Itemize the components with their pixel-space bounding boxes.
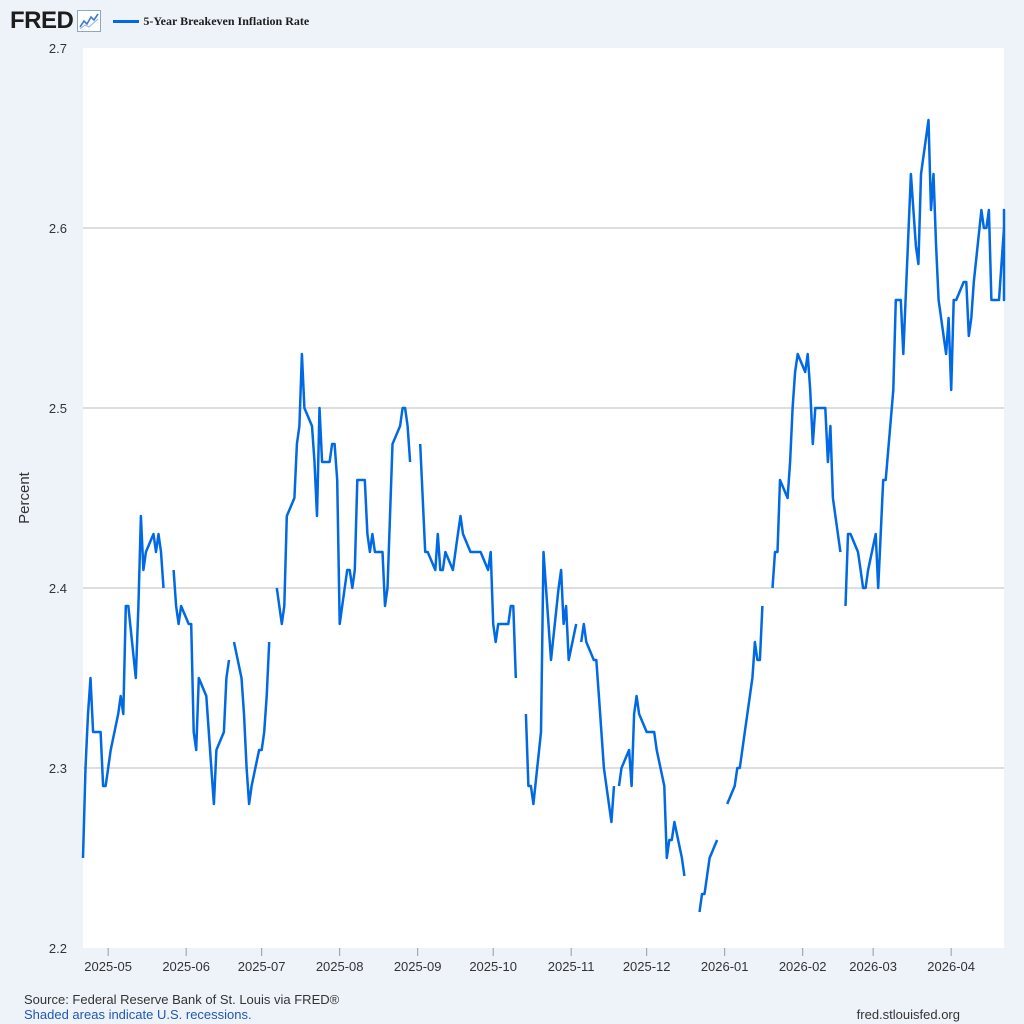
x-tick-label: 2026-04 bbox=[927, 959, 975, 974]
x-tick-label: 2025-05 bbox=[84, 959, 132, 974]
x-axis-ticks: 2025-05 2025-06 2025-07 2025-08 2025-09 2025-… bbox=[84, 948, 975, 974]
x-tick-label: 2025-09 bbox=[394, 959, 442, 974]
y-tick-label: 2.3 bbox=[49, 761, 67, 776]
series-segment bbox=[617, 694, 686, 877]
x-tick-label: 2026-01 bbox=[701, 959, 749, 974]
x-tick-label: 2025-06 bbox=[162, 959, 210, 974]
series-segment bbox=[579, 622, 616, 824]
y-tick-label: 2.2 bbox=[49, 941, 67, 956]
x-tick-label: 2026-02 bbox=[779, 959, 827, 974]
x-tick-label: 2025-07 bbox=[238, 959, 286, 974]
x-tick-label: 2025-12 bbox=[623, 959, 671, 974]
footer-source: Source: Federal Reserve Bank of St. Loui… bbox=[24, 992, 340, 1007]
x-tick-label: 2025-08 bbox=[316, 959, 364, 974]
legend: 5-Year Breakeven Inflation Rate bbox=[113, 14, 309, 29]
footer-recession-note: Shaded areas indicate U.S. recessions. bbox=[24, 1007, 252, 1022]
x-tick-label: 2026-03 bbox=[849, 959, 897, 974]
series-segment bbox=[726, 605, 764, 805]
fred-logo[interactable]: FRED bbox=[10, 7, 74, 34]
y-tick-label: 2.6 bbox=[49, 221, 67, 236]
series-segment bbox=[232, 641, 271, 806]
series-segment bbox=[524, 550, 578, 806]
series-segment bbox=[698, 839, 719, 913]
grid-lines bbox=[83, 227, 1004, 769]
y-tick-label: 2.5 bbox=[49, 401, 67, 416]
line-chart-icon bbox=[77, 10, 102, 32]
y-axis-label: Percent bbox=[16, 471, 33, 524]
legend-swatch bbox=[113, 19, 140, 23]
footer-site-link[interactable]: fred.stlouisfed.org bbox=[856, 1007, 960, 1022]
legend-label: 5-Year Breakeven Inflation Rate bbox=[143, 13, 310, 28]
series-line bbox=[81, 118, 1006, 913]
chart-header: FRED 5-Year Breakeven Inflation Rate bbox=[10, 6, 309, 36]
y-axis-ticks: 2.2 2.3 2.4 2.5 2.6 2.7 bbox=[49, 41, 67, 956]
series-segment bbox=[81, 514, 165, 859]
x-tick-label: 2025-11 bbox=[548, 959, 595, 974]
series-segment bbox=[418, 443, 518, 679]
chart: 2.2 2.3 2.4 2.5 2.6 2.7 2025-05 2025-06 2025-07… bbox=[16, 41, 1006, 974]
x-tick-label: 2025-10 bbox=[469, 959, 517, 974]
series-segment bbox=[172, 569, 231, 806]
y-tick-label: 2.7 bbox=[49, 41, 67, 56]
y-tick-label: 2.4 bbox=[49, 581, 67, 596]
series-segment bbox=[844, 118, 1006, 607]
plot-area bbox=[83, 48, 1004, 948]
series-segment bbox=[771, 352, 842, 589]
series-segment bbox=[275, 352, 412, 626]
